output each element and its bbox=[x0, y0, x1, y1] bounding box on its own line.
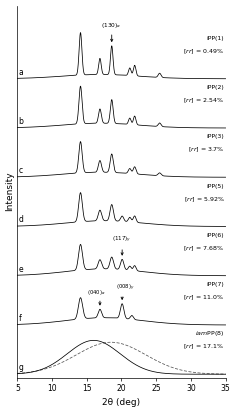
Text: [$\it{rr}$] = 3.7%: [$\it{rr}$] = 3.7% bbox=[188, 146, 224, 154]
Text: [$\it{rr}$] = 17.1%: [$\it{rr}$] = 17.1% bbox=[183, 343, 224, 351]
Text: iPP(5): iPP(5) bbox=[206, 184, 224, 189]
Text: f: f bbox=[19, 314, 21, 323]
Text: $(117)_\gamma$: $(117)_\gamma$ bbox=[113, 235, 132, 245]
Text: d: d bbox=[19, 216, 24, 224]
Text: c: c bbox=[19, 166, 23, 175]
Text: b: b bbox=[19, 117, 24, 126]
Y-axis label: Intensity: Intensity bbox=[6, 172, 15, 211]
Text: a: a bbox=[19, 68, 23, 77]
Text: g: g bbox=[19, 363, 24, 372]
Text: $(130)_\alpha$: $(130)_\alpha$ bbox=[101, 21, 122, 30]
Text: iPP(2): iPP(2) bbox=[206, 85, 224, 90]
Text: iPP(7): iPP(7) bbox=[206, 282, 224, 287]
Text: $\it{iam}$PP(8): $\it{iam}$PP(8) bbox=[195, 329, 224, 338]
Text: e: e bbox=[19, 265, 23, 274]
Text: $(040)_\alpha$: $(040)_\alpha$ bbox=[87, 288, 106, 297]
Text: [$\it{rr}$] = 2.54%: [$\it{rr}$] = 2.54% bbox=[183, 97, 224, 105]
Text: iPP(1): iPP(1) bbox=[206, 36, 224, 41]
Text: [$\it{rr}$] = 7.68%: [$\it{rr}$] = 7.68% bbox=[183, 244, 224, 253]
Text: iPP(6): iPP(6) bbox=[206, 233, 224, 238]
Text: iPP(3): iPP(3) bbox=[206, 134, 224, 139]
Text: [$\it{rr}$] = 0.49%: [$\it{rr}$] = 0.49% bbox=[183, 47, 224, 56]
Text: [$\it{rr}$] = 5.92%: [$\it{rr}$] = 5.92% bbox=[184, 195, 224, 204]
X-axis label: 2θ (deg): 2θ (deg) bbox=[102, 399, 140, 408]
Text: $(008)_\gamma$: $(008)_\gamma$ bbox=[116, 282, 135, 293]
Text: [$\it{rr}$] = 11.0%: [$\it{rr}$] = 11.0% bbox=[183, 294, 224, 302]
